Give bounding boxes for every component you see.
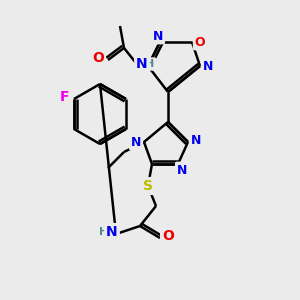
Text: N: N <box>191 134 201 146</box>
Text: N: N <box>131 136 141 148</box>
Text: N: N <box>203 59 213 73</box>
Text: H: H <box>146 59 154 69</box>
Text: N: N <box>153 29 163 43</box>
Text: N: N <box>177 164 187 176</box>
Text: F: F <box>59 90 69 104</box>
Text: N: N <box>136 57 148 71</box>
Text: O: O <box>162 229 174 243</box>
Text: O: O <box>195 35 205 49</box>
Text: N: N <box>106 225 118 239</box>
Text: S: S <box>143 179 153 193</box>
Text: H: H <box>99 227 109 237</box>
Text: O: O <box>92 51 104 65</box>
